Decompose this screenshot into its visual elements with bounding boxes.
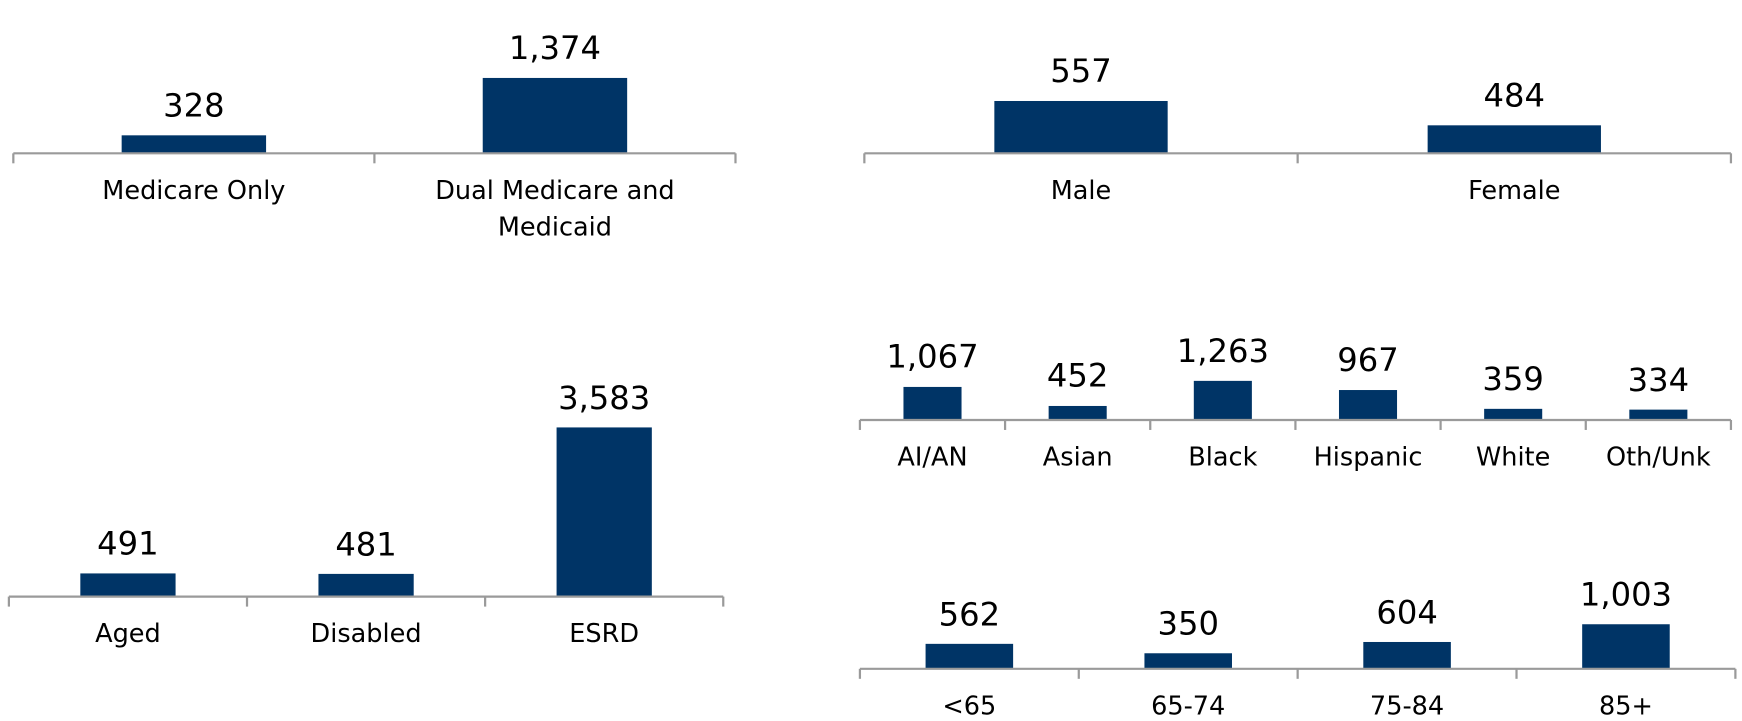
- category-label: Medicare Only: [102, 176, 286, 206]
- bar: [1193, 380, 1252, 420]
- category-label: Disabled: [310, 619, 422, 649]
- category-label: 65-74: [1151, 692, 1226, 721]
- bar: [903, 386, 962, 420]
- bar: [1582, 624, 1670, 669]
- bar: [1363, 641, 1451, 669]
- bar: [556, 427, 652, 597]
- value-label: 1,067: [886, 338, 979, 376]
- value-label: 350: [1157, 604, 1219, 643]
- value-label: 967: [1337, 341, 1399, 379]
- value-label: 328: [163, 86, 225, 125]
- bar: [318, 573, 414, 597]
- value-label: 334: [1627, 360, 1690, 399]
- category-label: <65: [942, 692, 997, 721]
- value-label: 562: [938, 594, 1001, 633]
- bar: [1427, 125, 1601, 154]
- category-label: AI/AN: [897, 443, 968, 473]
- value-label: 604: [1376, 593, 1438, 631]
- value-label: 1,003: [1579, 575, 1673, 614]
- bar: [1629, 409, 1688, 420]
- category-label: Asian: [1042, 443, 1113, 473]
- bar: [121, 135, 267, 154]
- value-label: 484: [1483, 76, 1546, 115]
- value-label: 1,263: [1176, 331, 1269, 370]
- category-label: Dual Medicare and Medicaid: [435, 176, 675, 243]
- category-label: Female: [1468, 176, 1561, 206]
- value-label: 3,583: [558, 378, 651, 417]
- category-label: Aged: [95, 619, 161, 649]
- category-label: Oth/Unk: [1606, 443, 1711, 473]
- bar: [994, 100, 1168, 154]
- value-label: 557: [1050, 52, 1112, 90]
- category-label: 85+: [1598, 692, 1653, 721]
- bar: [1144, 653, 1232, 669]
- category-label: 75-84: [1369, 692, 1445, 721]
- bar: [1048, 405, 1107, 420]
- category-label: Black: [1188, 443, 1258, 473]
- bar: [1484, 408, 1543, 420]
- value-label: 452: [1046, 357, 1109, 395]
- category-label: ESRD: [569, 619, 640, 649]
- bar: [482, 77, 628, 154]
- bar: [80, 573, 176, 597]
- value-label: 359: [1482, 359, 1544, 398]
- value-label: 481: [335, 524, 397, 563]
- bar: [925, 643, 1014, 669]
- category-label: Hispanic: [1313, 443, 1423, 473]
- value-label: 1,374: [508, 29, 602, 67]
- bar: [1338, 390, 1398, 420]
- category-label: White: [1475, 443, 1551, 473]
- category-label: Male: [1050, 176, 1112, 206]
- value-label: 491: [97, 524, 159, 563]
